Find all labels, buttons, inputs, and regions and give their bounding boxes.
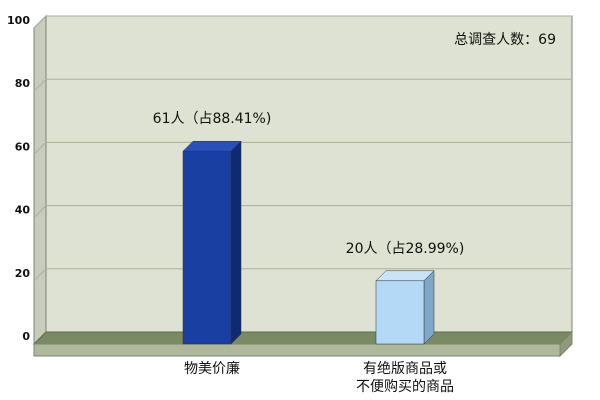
- category-label: 有绝版商品或: [363, 361, 447, 377]
- plot-floor-front: [33, 343, 561, 357]
- y-tick-label: 80: [15, 77, 31, 90]
- total-label: 总调查人数：69: [454, 32, 556, 48]
- plot-back-wall: [45, 15, 573, 333]
- gridlines: [33, 15, 572, 282]
- data-label: 61人（占88.41%): [153, 111, 272, 127]
- bar-side: [230, 140, 242, 345]
- bar-2: [375, 280, 425, 345]
- bar-side: [423, 270, 435, 345]
- data-label: 20人（占28.99%): [346, 241, 465, 257]
- y-tick-label: 20: [15, 267, 31, 280]
- gridline-side: [33, 205, 47, 218]
- y-axis-ticks: 0 20 40 60 80 100: [7, 14, 30, 343]
- plot-floor-right: [559, 330, 573, 358]
- bars: [182, 140, 435, 345]
- gridline-side: [33, 142, 47, 155]
- y-tick-label: 100: [7, 14, 30, 27]
- bar-1: [182, 150, 232, 345]
- gridline-side: [33, 268, 47, 282]
- y-tick-label: 60: [15, 140, 31, 153]
- plot-floor-top: [32, 331, 574, 345]
- y-tick-label: 40: [15, 204, 31, 217]
- gridline-side: [33, 78, 47, 92]
- gridline-side: [33, 15, 47, 29]
- plot-left-wall: [33, 14, 47, 346]
- data-labels: 61人（占88.41%) 20人（占28.99%): [153, 111, 465, 257]
- category-label: 物美价廉: [184, 360, 240, 377]
- y-tick-label: 0: [22, 330, 30, 343]
- category-label: 不便购买的商品: [356, 379, 454, 395]
